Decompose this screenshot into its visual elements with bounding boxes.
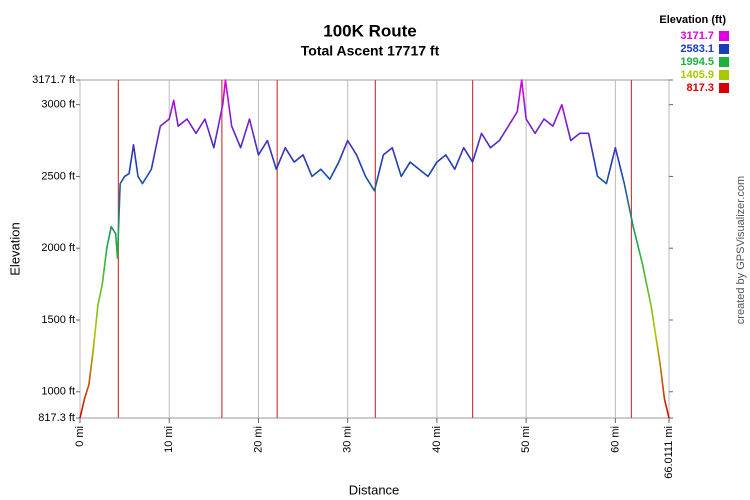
x-tick-label: 60 mi	[609, 426, 621, 453]
y-axis-label: Elevation	[7, 222, 22, 275]
legend-label: 3171.7	[680, 30, 714, 42]
legend-swatch	[719, 70, 729, 80]
y-tick-label: 1500 ft	[41, 314, 75, 326]
legend-swatch	[719, 31, 729, 41]
y-tick-label: 3000 ft	[41, 99, 75, 111]
legend-swatch	[719, 83, 729, 93]
legend-title: Elevation (ft)	[659, 14, 726, 26]
y-tick-label: 3171.7 ft	[32, 74, 75, 86]
x-tick-label: 66.0111 mi	[663, 426, 675, 479]
legend-label: 2583.1	[680, 43, 714, 55]
x-tick-label: 30 mi	[342, 426, 354, 453]
legend-label: 1405.9	[680, 69, 714, 81]
x-tick-label: 40 mi	[431, 426, 443, 453]
x-tick-label: 0 mi	[74, 426, 86, 447]
watermark: created by GPSVisualizer.com	[735, 176, 747, 324]
x-tick-label: 50 mi	[520, 426, 532, 453]
x-tick-label: 20 mi	[252, 426, 264, 453]
x-axis-label: Distance	[349, 482, 400, 497]
x-tick-label: 10 mi	[163, 426, 175, 453]
legend-label: 817.3	[686, 82, 714, 94]
y-tick-label: 817.3 ft	[38, 412, 75, 424]
chart-title: 100K Route	[323, 21, 417, 40]
legend-swatch	[719, 44, 729, 54]
legend-label: 1994.5	[680, 56, 714, 68]
chart-subtitle: Total Ascent 17717 ft	[301, 43, 440, 59]
elevation-line	[79, 79, 670, 419]
legend-swatch	[719, 57, 729, 67]
y-tick-label: 1000 ft	[41, 386, 75, 398]
y-tick-label: 2000 ft	[41, 242, 75, 254]
y-tick-label: 2500 ft	[41, 170, 75, 182]
